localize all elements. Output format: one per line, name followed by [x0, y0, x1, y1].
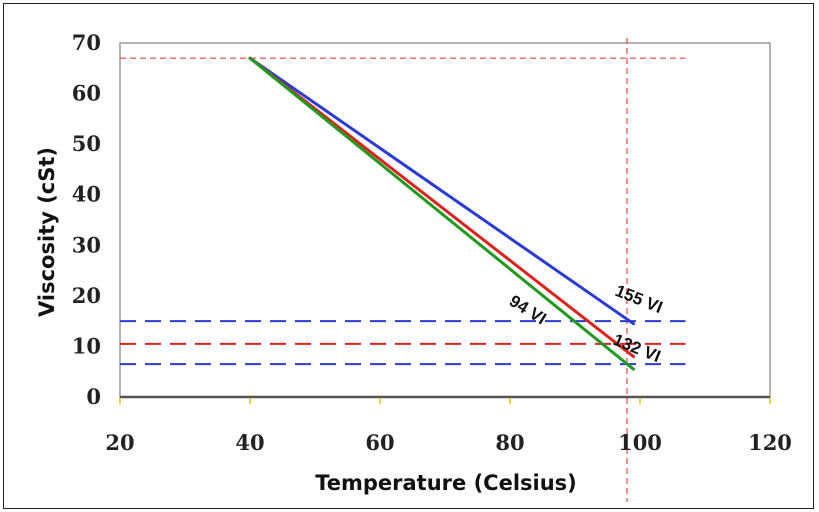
chart-frame	[3, 3, 814, 509]
y-tick-label: 40	[72, 182, 101, 207]
series-label-155-vi: 155 VI	[613, 281, 666, 317]
x-tick-label: 100	[618, 430, 662, 455]
plot-area	[119, 42, 771, 399]
y-tick-label: 10	[72, 333, 101, 358]
y-axis-ticks: 0 10 20 30 40 50 60 70	[72, 30, 101, 409]
x-tick-label: 120	[748, 430, 792, 455]
y-tick-label: 70	[72, 30, 101, 55]
series-line-132-vi	[248, 56, 635, 359]
y-tick-label: 60	[72, 81, 101, 106]
x-axis-title: Temperature (Celsius)	[315, 471, 577, 495]
series-label-132-vi: 132 VI	[611, 330, 664, 366]
series-line-155-vi	[248, 56, 635, 326]
series-lines	[248, 56, 635, 371]
reference-lines	[120, 38, 686, 502]
y-axis-title: Viscosity (cSt)	[35, 147, 59, 317]
x-tick-label: 20	[105, 430, 134, 455]
y-tick-label: 50	[72, 131, 101, 156]
x-tick-label: 40	[235, 430, 264, 455]
y-tick-label: 0	[86, 384, 101, 409]
x-tick-label: 60	[365, 430, 394, 455]
y-tick-label: 20	[72, 283, 101, 308]
x-tick-label: 80	[495, 430, 524, 455]
series-line-94-vi	[248, 56, 635, 371]
y-tick-label: 30	[72, 232, 101, 257]
x-axis-ticks: 20 40 60 80 100 120	[105, 398, 792, 455]
